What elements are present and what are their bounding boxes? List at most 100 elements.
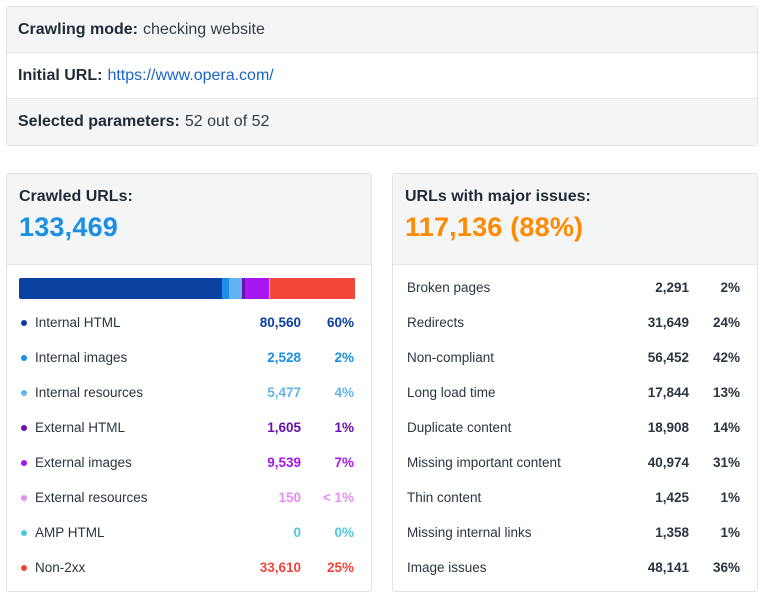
crawling-mode-value: checking website [143, 20, 265, 38]
crawled-item-percent: 1% [334, 420, 354, 435]
crawled-item-label: Internal resources [35, 385, 144, 400]
bar-segment-non-2xx[interactable] [270, 278, 355, 299]
issue-item-label: Duplicate content [407, 420, 512, 435]
issue-item-label: Thin content [407, 490, 482, 505]
crawled-item-internal-resources[interactable]: Internal resources 5,477 4% [7, 375, 371, 410]
legend-dot-icon [21, 320, 27, 326]
major-issues-header: URLs with major issues: 117,136 (88%) [393, 174, 757, 265]
bar-segment-internal-images[interactable] [221, 278, 229, 299]
crawled-item-percent: 60% [326, 315, 354, 330]
crawled-urls-card: Crawled URLs: 133,469 Internal HTML 80,56… [6, 173, 372, 592]
bar-segment-external-html[interactable] [242, 278, 246, 299]
crawled-item-count[interactable]: 150 [278, 490, 301, 505]
selected-parameters-value: 52 out of 52 [184, 113, 270, 130]
bar-segment-internal-resources[interactable] [228, 278, 243, 299]
issue-item-missing-important-content[interactable]: Missing important content 40,974 31% [393, 445, 757, 480]
selected-parameters-label: Selected parameters: [18, 113, 180, 130]
issue-item-count[interactable]: 18,908 [647, 420, 689, 435]
issue-item-label: Missing internal links [407, 525, 532, 540]
issue-item-percent: 42% [712, 350, 740, 365]
bar-segment-external-resources[interactable] [269, 278, 271, 299]
issue-item-image-issues[interactable]: Image issues 48,141 36% [393, 550, 757, 585]
initial-url-label: Initial URL: [18, 66, 103, 84]
crawled-urls-list: Internal HTML 80,560 60% Internal images 2,5… [7, 305, 371, 585]
crawled-item-count[interactable]: 5,477 [267, 385, 301, 400]
major-issues-title: URLs with major issues: [405, 188, 591, 205]
issue-item-label: Image issues [407, 560, 487, 575]
crawled-item-external-html[interactable]: External HTML 1,605 1% [7, 410, 371, 445]
crawled-item-label: Internal images [35, 350, 128, 365]
legend-dot-icon [21, 495, 27, 501]
initial-url-link[interactable]: https://www.opera.com/ [107, 66, 274, 84]
crawled-urls-stacked-bar [19, 278, 357, 299]
issue-item-percent: 2% [720, 280, 740, 295]
crawled-item-amp-html[interactable]: AMP HTML 0 0% [7, 515, 371, 550]
bar-segment-external-images[interactable] [245, 278, 270, 299]
crawled-item-percent: 0% [334, 525, 354, 540]
crawled-item-label: External resources [35, 490, 148, 505]
major-issues-card: URLs with major issues: 117,136 (88%) Br… [392, 173, 758, 592]
issue-item-count[interactable]: 56,452 [647, 350, 689, 365]
crawled-item-count[interactable]: 9,539 [267, 455, 301, 470]
initial-url-row: Initial URL: https://www.opera.com/ [7, 53, 757, 99]
issue-item-count[interactable]: 40,974 [647, 455, 689, 470]
crawled-item-count[interactable]: 33,610 [259, 560, 301, 575]
crawled-item-count[interactable]: 1,605 [267, 420, 301, 435]
issue-item-thin-content[interactable]: Thin content 1,425 1% [393, 480, 757, 515]
issue-item-label: Long load time [407, 385, 496, 400]
crawled-item-label: Non-2xx [35, 560, 86, 575]
legend-dot-icon [21, 460, 27, 466]
issue-item-percent: 1% [720, 490, 740, 505]
crawled-item-external-images[interactable]: External images 9,539 7% [7, 445, 371, 480]
issue-item-percent: 31% [712, 455, 740, 470]
crawled-item-internal-html[interactable]: Internal HTML 80,560 60% [7, 305, 371, 340]
crawled-item-percent: 25% [326, 560, 354, 575]
issue-item-duplicate-content[interactable]: Duplicate content 18,908 14% [393, 410, 757, 445]
legend-dot-icon [21, 530, 27, 536]
crawled-item-percent: 2% [334, 350, 354, 365]
issue-item-broken-pages[interactable]: Broken pages 2,291 2% [393, 270, 757, 305]
issue-item-count[interactable]: 1,425 [655, 490, 689, 505]
crawled-item-external-resources[interactable]: External resources 150 < 1% [7, 480, 371, 515]
legend-dot-icon [21, 355, 27, 361]
crawled-urls-title: Crawled URLs: [19, 188, 133, 205]
issue-item-percent: 36% [712, 560, 740, 575]
crawled-item-internal-images[interactable]: Internal images 2,528 2% [7, 340, 371, 375]
crawled-item-label: Internal HTML [35, 315, 121, 330]
issue-item-label: Non-compliant [407, 350, 495, 365]
issue-item-count[interactable]: 48,141 [647, 560, 689, 575]
crawled-item-count[interactable]: 0 [293, 525, 301, 540]
issue-item-count[interactable]: 17,844 [647, 385, 689, 400]
crawled-item-label: External images [35, 455, 132, 470]
legend-dot-icon [21, 565, 27, 571]
issue-item-long-load-time[interactable]: Long load time 17,844 13% [393, 375, 757, 410]
issue-item-percent: 24% [712, 315, 740, 330]
issue-item-redirects[interactable]: Redirects 31,649 24% [393, 305, 757, 340]
crawled-item-non-2xx[interactable]: Non-2xx 33,610 25% [7, 550, 371, 585]
issue-item-label: Broken pages [407, 280, 491, 295]
issue-item-count[interactable]: 1,358 [655, 525, 689, 540]
legend-dot-icon [21, 425, 27, 431]
crawl-info-panel: Crawling mode: checking website Initial … [6, 6, 758, 146]
crawled-item-percent: < 1% [322, 490, 354, 505]
issue-item-label: Missing important content [407, 455, 561, 470]
crawled-item-percent: 4% [334, 385, 354, 400]
issue-item-missing-internal-links[interactable]: Missing internal links 1,358 1% [393, 515, 757, 550]
bar-segment-internal-html[interactable] [19, 278, 222, 299]
selected-parameters-row: Selected parameters: 52 out of 52 [7, 99, 757, 145]
crawled-item-label: AMP HTML [35, 525, 105, 540]
issue-item-label: Redirects [407, 315, 465, 330]
issue-item-count[interactable]: 31,649 [647, 315, 689, 330]
major-issues-total: 117,136 (88%) [405, 212, 584, 242]
crawled-urls-total: 133,469 [19, 212, 118, 242]
issue-item-count[interactable]: 2,291 [655, 280, 689, 295]
crawling-mode-row: Crawling mode: checking website [7, 7, 757, 53]
crawling-mode-label: Crawling mode: [18, 20, 139, 38]
crawled-item-label: External HTML [35, 420, 126, 435]
crawled-item-count[interactable]: 80,560 [259, 315, 301, 330]
issue-item-percent: 13% [712, 385, 740, 400]
issue-item-percent: 14% [712, 420, 740, 435]
issue-item-non-compliant[interactable]: Non-compliant 56,452 42% [393, 340, 757, 375]
crawled-item-count[interactable]: 2,528 [267, 350, 301, 365]
issue-item-percent: 1% [720, 525, 740, 540]
